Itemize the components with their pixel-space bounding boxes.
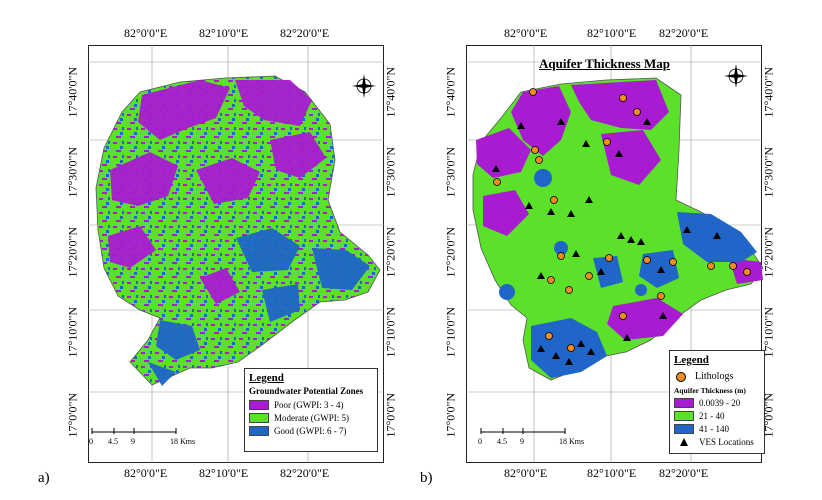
bottom-tick-a-3: 82°20'0"E (280, 466, 330, 480)
panel-label-b: b) (420, 470, 433, 486)
bottom-tick-b-2: 82°10'0"E (587, 466, 637, 480)
legend-b: Legend Lithologs Aquifer Thickness (m) 0… (669, 350, 765, 454)
compass-rose-icon (352, 74, 376, 98)
panel-a: 82°0'0"E 82°10'0"E 82°20'0"E 82°0'0"E 82… (38, 26, 398, 486)
legend-title-b: Legend (674, 354, 709, 366)
ves-locations-b (492, 118, 721, 365)
map-a-svg (88, 45, 384, 463)
legend-title-a: Legend (249, 372, 284, 384)
legend-item-mid: 21 - 40 (674, 409, 760, 422)
scale-label-a-0: 0 (89, 437, 93, 446)
low-label: 0.0039 - 20 (699, 397, 741, 408)
scale-label-b-0: 0 (478, 437, 482, 446)
scale-label-a-1: 4.5 (108, 437, 118, 446)
low-swatch (674, 397, 694, 408)
litholog-symbol-icon (676, 371, 686, 382)
poor-label: Poor (GWPI: 3 - 4) (274, 399, 344, 410)
mid-swatch (674, 410, 694, 421)
bottom-tick-b-1: 82°0'0"E (504, 466, 548, 480)
legend-item-poor: Poor (GWPI: 3 - 4) (249, 398, 373, 411)
top-tick-b-2: 82°10'0"E (587, 26, 637, 40)
top-tick-a-3: 82°20'0"E (280, 26, 330, 40)
legend-item-litholog: Lithologs (674, 370, 760, 383)
bottom-tick-a-1: 82°0'0"E (124, 466, 168, 480)
legend-subtitle-a: Groundwater Potential Zones (249, 386, 364, 396)
high-swatch (674, 423, 694, 434)
legend-a: Legend Groundwater Potential Zones Poor … (244, 368, 378, 452)
mid-label: 21 - 40 (699, 410, 725, 421)
scale-label-b-2: 9 (520, 437, 524, 446)
panel-b: 82°0'0"E 82°10'0"E 82°20'0"E 82°0'0"E 82… (411, 0, 822, 500)
panel-label-a: a) (38, 470, 50, 486)
lithologs-b (493, 88, 751, 352)
top-tick-a-2: 82°10'0"E (199, 26, 249, 40)
legend-item-ves: VES Locations (674, 435, 760, 448)
ves-label: VES Locations (699, 436, 754, 447)
legend-item-high: 41 - 140 (674, 422, 760, 435)
compass-rose-icon (724, 64, 748, 88)
good-zone-patches-a (148, 228, 370, 386)
scale-label-b-1: 4.5 (497, 437, 507, 446)
legend-item-moderate: Moderate (GWPI: 5) (249, 411, 373, 424)
map-title-b: Aquifer Thickness Map (539, 56, 670, 71)
scale-label-a-3: 18 Kms (170, 437, 196, 446)
high-label: 41 - 140 (699, 423, 729, 434)
top-tick-a-1: 82°0'0"E (124, 26, 168, 40)
scale-label-a-2: 9 (131, 437, 135, 446)
poor-zone-patches-a (108, 80, 326, 304)
poor-swatch (249, 399, 269, 410)
triangle-icon (680, 437, 688, 446)
map-b-svg (466, 45, 764, 463)
scale-bar-a (91, 428, 187, 448)
low-thickness-patches-b (476, 80, 763, 340)
legend-item-good: Good (GWPI: 6 - 7) (249, 424, 373, 437)
litholog-label: Lithologs (695, 371, 734, 382)
moderate-label: Moderate (GWPI: 5) (274, 412, 349, 423)
moderate-swatch (249, 412, 269, 423)
good-swatch (249, 425, 269, 436)
bottom-tick-b-3: 82°20'0"E (659, 466, 709, 480)
scale-bar-b (480, 428, 576, 448)
bottom-tick-a-2: 82°10'0"E (199, 466, 249, 480)
top-tick-b-1: 82°0'0"E (504, 26, 548, 40)
legend-subtitle-b: Aquifer Thickness (m) (674, 386, 746, 395)
good-label: Good (GWPI: 6 - 7) (274, 425, 347, 436)
legend-item-low: 0.0039 - 20 (674, 396, 760, 409)
scale-label-b-3: 18 Kms (559, 437, 585, 446)
top-tick-b-3: 82°20'0"E (659, 26, 709, 40)
